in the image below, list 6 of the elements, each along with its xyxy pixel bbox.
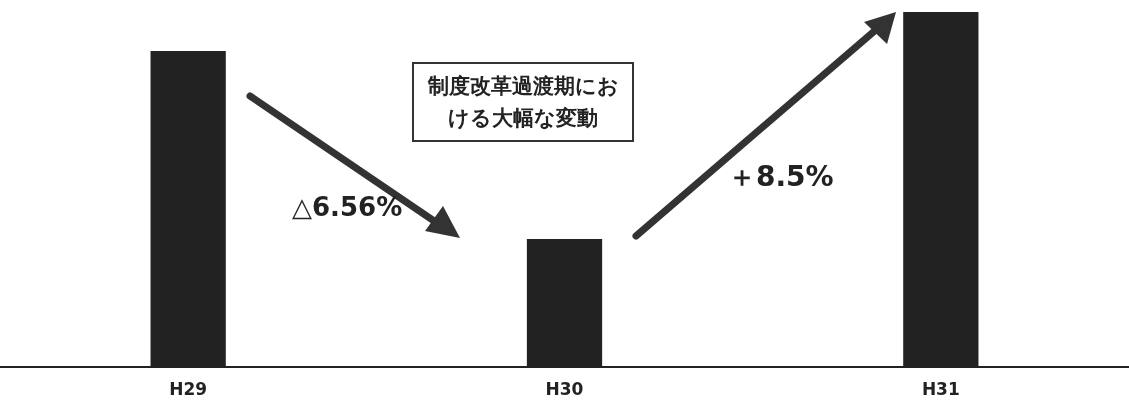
x-tick-label: H31 xyxy=(921,379,960,400)
x-tick-label: H30 xyxy=(545,379,584,400)
annotation: △6.56% xyxy=(292,192,403,222)
annotation: 制度改革過渡期における大幅な変動 xyxy=(412,62,634,142)
annotation: ＋8.5% xyxy=(728,159,834,195)
x-tick-label: H29 xyxy=(169,379,208,400)
